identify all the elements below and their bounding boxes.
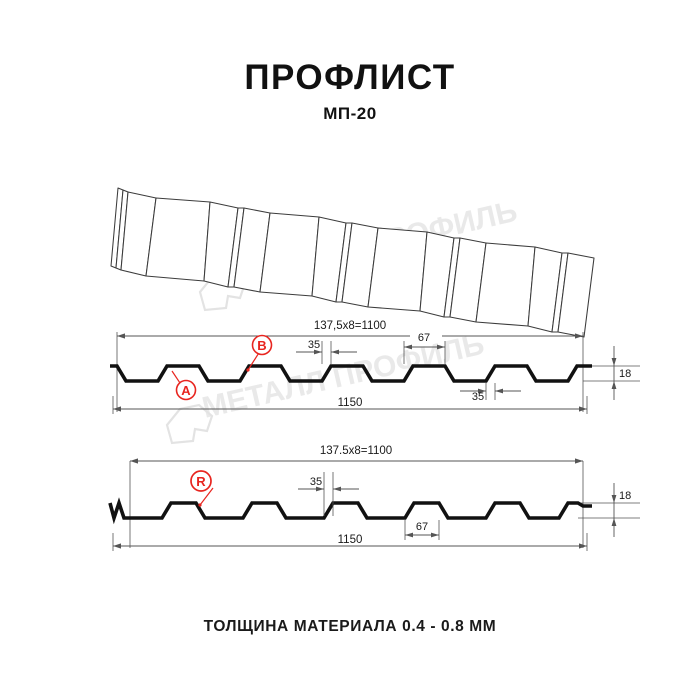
dimension-35-upper-a: 35 (296, 339, 357, 364)
dimension-bottom-a: 1150 (112, 394, 588, 414)
dimension-label-rib-bottom: 35 (472, 391, 484, 403)
dimension-label-valley-width: 67 (416, 521, 428, 533)
balloon-label-r: R (196, 474, 206, 489)
profile-section-r: 137.5x8=1100 1150 35 (108, 442, 640, 551)
dimension-height-r: 18 (611, 483, 631, 537)
dimension-top-r: 137.5x8=1100 (130, 442, 583, 464)
dimension-67-a: 67 (403, 330, 446, 364)
corrugated-sheet-3d (110, 187, 595, 338)
dimension-label-pitch: 137.5x8=1100 (320, 445, 392, 457)
dimension-35-r: 35 (298, 472, 359, 516)
dimension-height-a: 18 (611, 346, 631, 400)
dimension-label-height: 18 (619, 490, 631, 502)
dimension-top-a: 137,5x8=1100 (117, 317, 583, 339)
dimension-label-trough-width: 67 (418, 332, 430, 344)
dimension-35-lower-a: 35 (460, 383, 521, 403)
profile-outline-r (108, 497, 592, 525)
profile-outline-a (110, 364, 592, 383)
balloon-label-a: A (181, 383, 191, 398)
balloon-b: B (246, 334, 273, 372)
dimension-label-total-width: 1150 (338, 397, 363, 409)
watermark-logo-icon (165, 403, 214, 445)
watermark-middle: МЕТАЛЛ ПРОФИЛЬ (165, 328, 487, 445)
balloon-r: R (190, 470, 214, 507)
extension-lines (116, 332, 640, 412)
dimension-bottom-r: 1150 (112, 531, 588, 551)
dimension-label-rib-top: 35 (308, 339, 320, 351)
profile-section-a: 137,5x8=1100 1150 35 (110, 317, 640, 414)
dimension-label-pitch: 137,5x8=1100 (314, 320, 386, 332)
material-thickness-note: ТОЛЩИНА МАТЕРИАЛА 0.4 - 0.8 ММ (203, 618, 497, 635)
dimension-label-rib-top: 35 (310, 476, 322, 488)
balloon-label-b: B (257, 338, 266, 353)
page-subtitle: МП-20 (323, 104, 377, 123)
dimension-67-r: 67 (404, 519, 440, 540)
dimension-label-height: 18 (619, 368, 631, 380)
dimension-label-total-width: 1150 (338, 534, 363, 546)
page-title: ПРОФЛИСТ (244, 58, 456, 97)
balloon-a: A (171, 370, 197, 401)
